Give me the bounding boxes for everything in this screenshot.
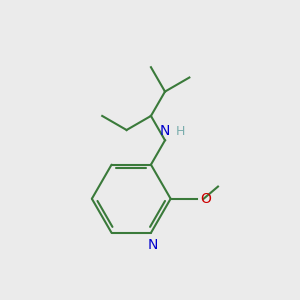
Text: O: O xyxy=(200,192,211,206)
Text: N: N xyxy=(148,238,158,253)
Text: H: H xyxy=(176,125,185,138)
Text: N: N xyxy=(160,124,170,138)
